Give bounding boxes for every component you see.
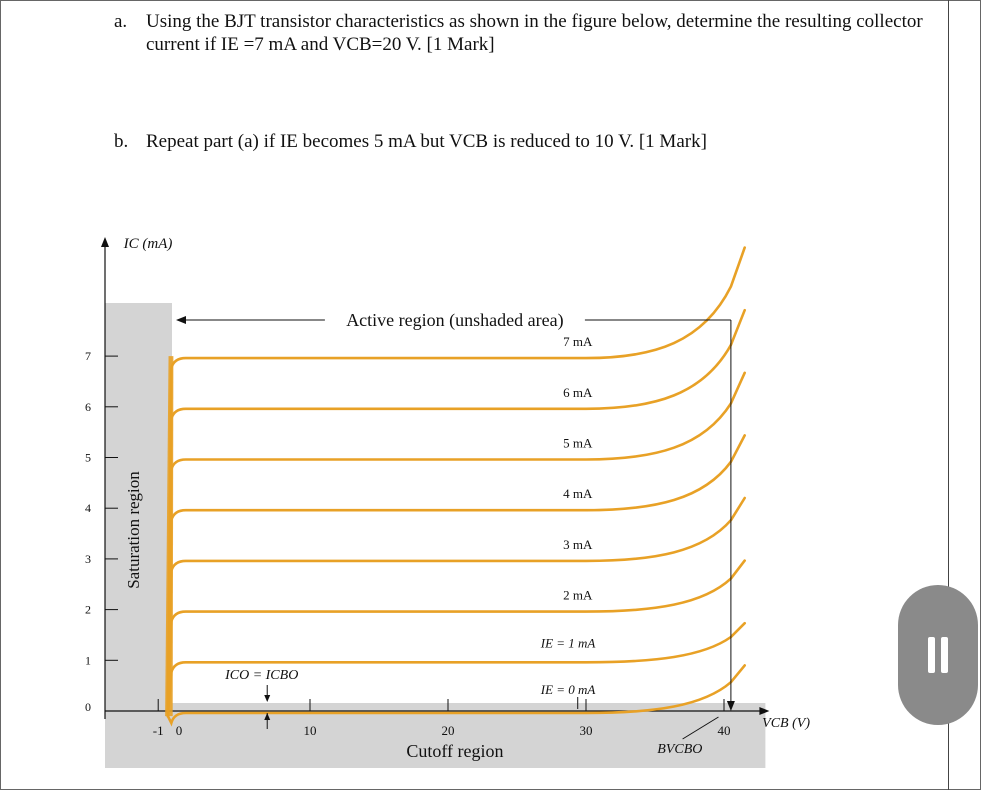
ico-arrow-up-icon (264, 713, 271, 720)
bvcbo-pointer (682, 716, 719, 740)
curve-ie-0-ma (166, 664, 746, 727)
y-axis-title: IC (mA) (123, 236, 173, 252)
curve-ie-1-ma (166, 621, 746, 718)
curve-label: 6 mA (563, 385, 593, 400)
page-divider (948, 0, 949, 790)
question-a-label: a. (114, 11, 128, 32)
curve-2-ma (166, 559, 746, 718)
active-region-label-bg (324, 307, 585, 331)
curve-7-ma (166, 246, 746, 718)
x-tick-label: 40 (718, 723, 731, 738)
x-tick-label: 30 (580, 723, 593, 738)
question-a-text: Using the BJT transistor characteristics… (146, 11, 923, 55)
curve-label: IE = 0 mA (540, 682, 596, 697)
y-tick-label: 6 (85, 400, 91, 414)
curve-label: 4 mA (563, 486, 593, 501)
curve-label: 5 mA (563, 436, 593, 451)
question-b-label: b. (114, 131, 129, 152)
y-tick-label: 7 (85, 349, 91, 363)
y-tick-label: 5 (85, 451, 91, 465)
curve-6-ma (166, 308, 746, 718)
cutoff-region-label: Cutoff region (406, 741, 503, 761)
y-tick-label: 0 (85, 700, 91, 714)
ico-label: ICO = ICBO (224, 668, 298, 683)
ico-arrow-down-icon (264, 695, 271, 702)
active-region-arrow-icon (176, 316, 186, 324)
curve-3-ma (166, 496, 746, 718)
y-tick-label: 1 (85, 653, 91, 667)
bvcbo-label: BVCBO (657, 742, 702, 757)
curve-label: 2 mA (563, 588, 593, 603)
y-tick-label: 3 (85, 552, 91, 566)
x-tick-label: 20 (442, 723, 455, 738)
saturation-region-label: Saturation region (124, 471, 143, 589)
y-axis-arrow-icon (101, 237, 109, 247)
active-region-label: Active region (unshaded area) (346, 310, 563, 331)
x-tick-label: -1 (153, 723, 164, 738)
curve-label: 3 mA (563, 537, 593, 552)
saturation-band (165, 356, 174, 717)
question-b-text: Repeat part (a) if IE becomes 5 mA but V… (146, 131, 707, 152)
curve-5-ma (166, 371, 746, 718)
scroll-handle[interactable] (898, 585, 978, 725)
grip-line-icon (941, 637, 948, 673)
saturation-region-shade (105, 303, 172, 768)
curve-label: 7 mA (563, 334, 593, 349)
curve-4-ma (166, 434, 746, 718)
grip-line-icon (928, 637, 935, 673)
x-tick-label: 10 (304, 723, 317, 738)
curve-label: IE = 1 mA (540, 635, 596, 650)
x-tick-label: 0 (176, 723, 183, 738)
x-axis-arrow-icon (759, 707, 770, 715)
y-tick-label: 4 (85, 501, 91, 515)
x-axis-title: VCB (V) (762, 716, 810, 731)
breakdown-arrow-icon (726, 701, 735, 711)
y-tick-label: 2 (85, 603, 91, 617)
